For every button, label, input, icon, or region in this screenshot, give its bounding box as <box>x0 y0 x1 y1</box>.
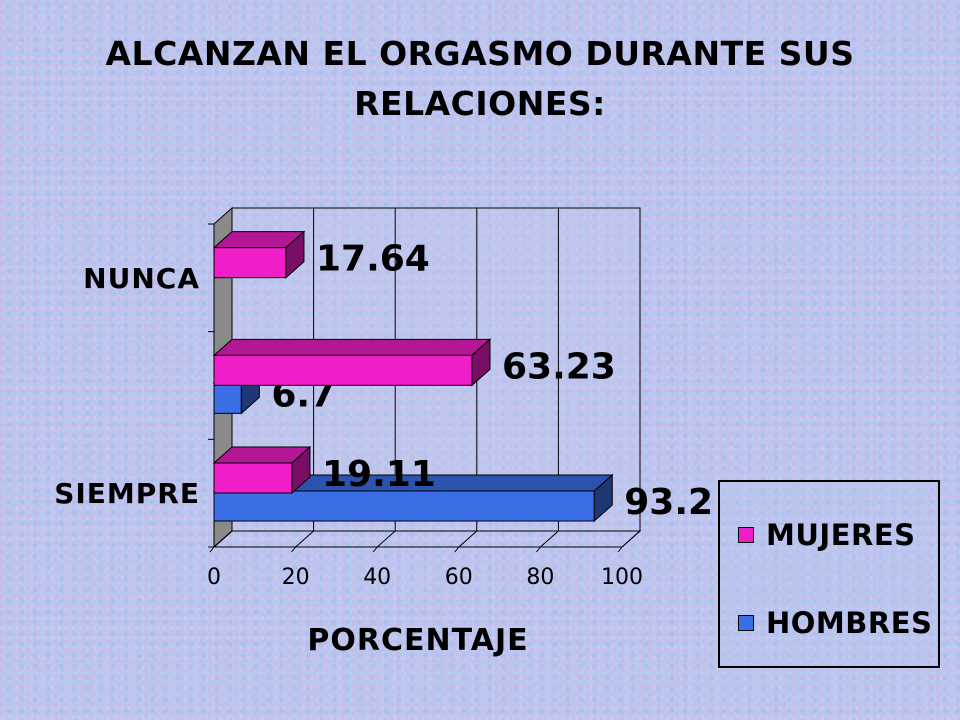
x-axis-title: PORCENTAJE <box>307 623 528 658</box>
floor-gridline <box>376 530 396 548</box>
data-label-hombres: 93.2 <box>624 482 713 523</box>
floor-gridline <box>458 530 478 548</box>
bar-end-hombres <box>593 473 613 523</box>
floor-gridline <box>295 530 314 548</box>
data-label-mujeres: 17.64 <box>316 239 430 280</box>
legend: MUJERES HOMBRES <box>718 480 940 668</box>
x-tick <box>536 546 541 553</box>
bar-end-mujeres <box>285 230 305 279</box>
bar-mujeres <box>213 354 473 386</box>
legend-label-hombres: HOMBRES <box>766 606 933 640</box>
category-label: SIEMPRE <box>54 477 200 510</box>
bar-hombres <box>213 490 595 522</box>
x-tick-label: 0 <box>207 565 221 590</box>
x-tick <box>617 546 623 553</box>
floor-gridline <box>213 530 233 548</box>
bar-top-mujeres <box>212 338 492 356</box>
floor-gridline <box>621 530 641 548</box>
x-tick <box>291 546 296 553</box>
chart-title-line-1: ALCANZAN EL ORGASMO DURANTE SUS <box>105 34 855 73</box>
legend-item-mujeres: MUJERES <box>738 518 916 552</box>
x-tick-label: 80 <box>526 565 554 590</box>
x-tick <box>372 546 378 553</box>
legend-swatch-mujeres <box>738 527 754 543</box>
x-tick-label: 100 <box>601 565 643 590</box>
x-tick <box>454 546 460 553</box>
bar-end-mujeres <box>471 338 491 387</box>
data-label-mujeres: 63.23 <box>502 346 616 387</box>
plot-floor <box>212 530 642 548</box>
data-label-mujeres: 19.11 <box>322 454 436 495</box>
category-label: NUNCA <box>83 262 200 295</box>
floor-gridline <box>540 530 559 548</box>
bar-mujeres <box>213 462 293 494</box>
x-tick-label: 60 <box>445 565 473 590</box>
x-tick <box>209 546 215 553</box>
legend-label-mujeres: MUJERES <box>766 518 916 552</box>
legend-swatch-hombres <box>738 615 754 631</box>
chart-title-line-2: RELACIONES: <box>354 84 606 123</box>
x-tick-label: 20 <box>282 565 310 590</box>
legend-item-hombres: HOMBRES <box>738 606 932 640</box>
x-tick-label: 40 <box>363 565 391 590</box>
bar-end-mujeres <box>291 445 311 495</box>
bar-mujeres <box>213 247 287 279</box>
bar-hombres <box>213 382 242 414</box>
